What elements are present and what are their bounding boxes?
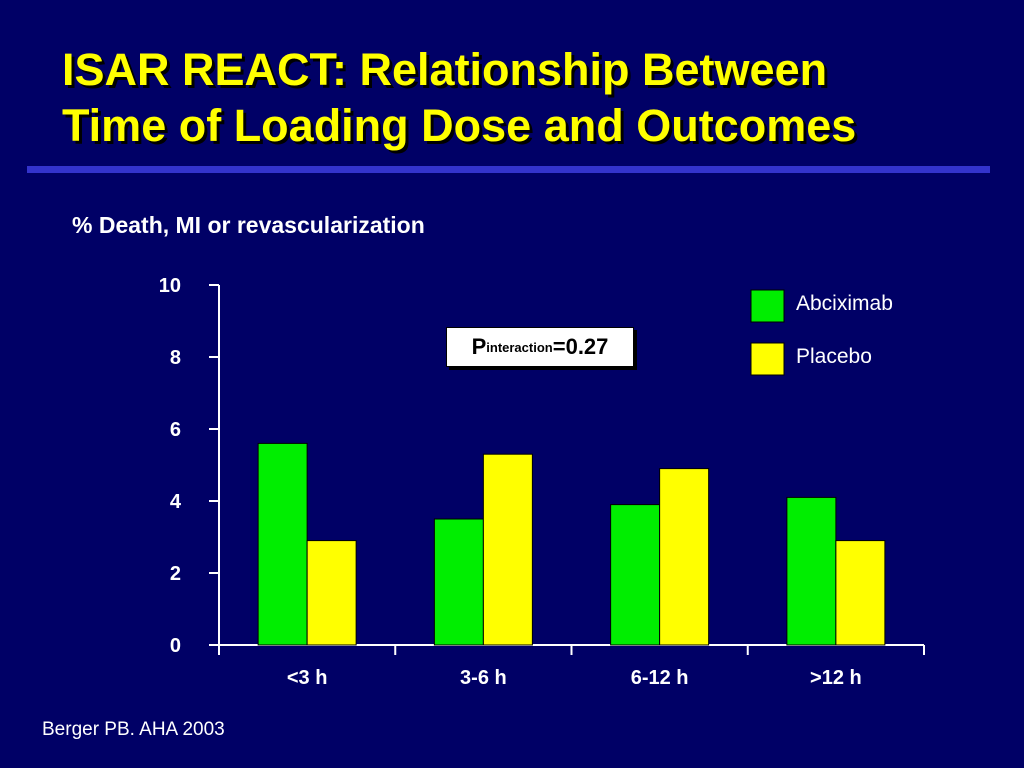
x-tick-label: 6-12 h [631, 667, 689, 689]
x-tick-label: 3-6 h [460, 667, 507, 689]
title-divider [27, 166, 990, 173]
bar-placebo [482, 453, 533, 646]
bar-abciximab [610, 504, 661, 646]
chart-title: % Death, MI or revascularization [72, 212, 425, 238]
x-tick-label: <3 h [287, 667, 328, 689]
y-tick-label: 0 [170, 635, 181, 657]
slide-title-line-1: ISAR REACT: Relationship Between [62, 44, 828, 95]
legend-swatch-abciximab [750, 289, 785, 323]
legend-swatch-placebo [750, 342, 785, 376]
p-value: =0.27 [552, 334, 609, 359]
slide-title: ISAR REACT: Relationship Between Time of… [62, 42, 1002, 154]
y-tick-label: 4 [170, 491, 182, 513]
y-tick-label: 8 [170, 347, 181, 369]
chart-bars [257, 442, 886, 646]
legend-label: Abciximab [796, 292, 893, 315]
bar-placebo [835, 540, 886, 646]
y-tick-label: 2 [170, 563, 181, 585]
bar-abciximab [786, 496, 837, 646]
p-subscript: interaction [486, 339, 553, 355]
legend-label: Placebo [796, 345, 872, 368]
bar-placebo [306, 540, 357, 646]
citation: Berger PB. AHA 2003 [42, 719, 225, 740]
bar-abciximab [257, 442, 308, 646]
p-letter: P [471, 334, 487, 359]
bar-placebo [659, 468, 710, 646]
y-tick-label: 6 [170, 419, 181, 441]
chart-legend: Abciximab Placebo [750, 289, 893, 376]
x-tick-label: >12 h [810, 667, 862, 689]
y-tick-label: 10 [159, 275, 181, 297]
bar-abciximab [433, 518, 484, 646]
slide-title-line-2: Time of Loading Dose and Outcomes [62, 100, 857, 151]
